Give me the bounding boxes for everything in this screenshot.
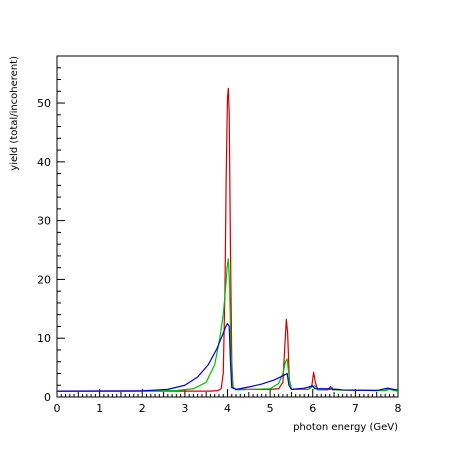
x-tick-label: 2 [139, 402, 146, 415]
x-tick-label: 4 [224, 402, 231, 415]
y-tick-label: 50 [37, 97, 51, 110]
series-line-1 [57, 87, 399, 392]
y-tick-label: 10 [37, 332, 51, 345]
x-tick-label: 8 [395, 402, 402, 415]
x-tick-label: 3 [181, 402, 188, 415]
x-tick-label: 5 [267, 402, 274, 415]
y-axis-title: yield (total/incoherent) [9, 56, 20, 171]
x-tick-label: 1 [96, 402, 103, 415]
y-tick-label: 0 [44, 391, 51, 404]
series-line-3 [56, 322, 399, 392]
series-line-2 [57, 258, 399, 392]
x-tick-label: 6 [309, 402, 316, 415]
series-lines [56, 87, 399, 392]
x-tick-label: 0 [54, 402, 61, 415]
y-tick-label: 40 [37, 156, 51, 169]
x-ticks: 0 1 2 3 4 5 6 7 8 [54, 389, 402, 415]
x-tick-label: 7 [352, 402, 359, 415]
y-ticks: 0 10 20 30 40 50 [37, 55, 65, 404]
y-tick-label: 30 [37, 215, 51, 228]
x-axis-title: photon energy (GeV) [293, 422, 398, 433]
y-tick-label: 20 [37, 273, 51, 286]
